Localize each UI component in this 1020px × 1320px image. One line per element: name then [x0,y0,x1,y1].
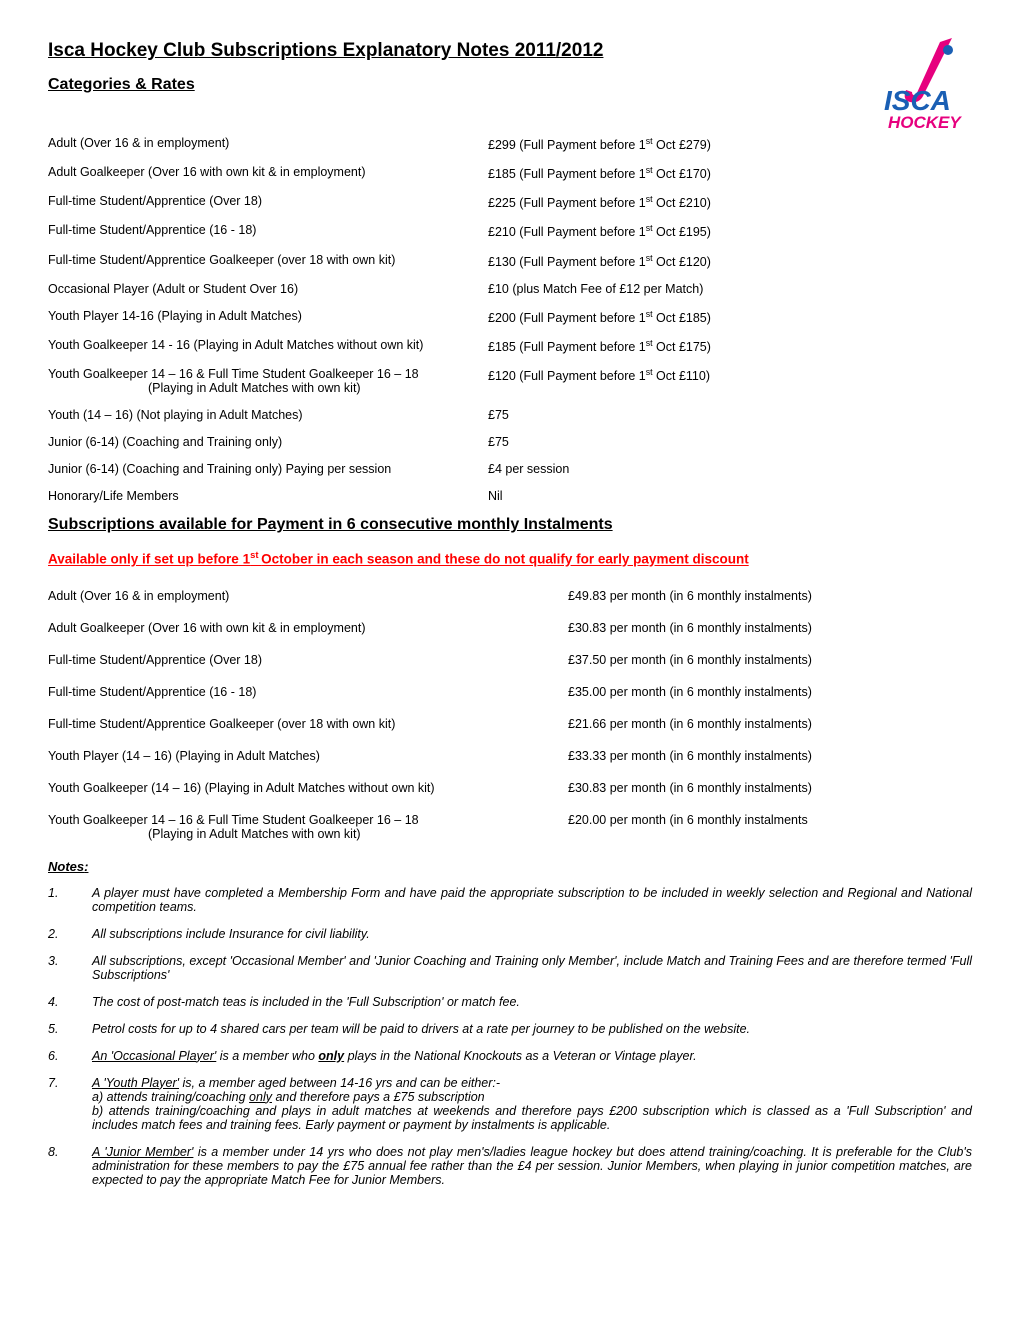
rates-list: Adult (Over 16 & in employment)£299 (Ful… [48,136,972,503]
instalment-row: Adult Goalkeeper (Over 16 with own kit &… [48,621,972,635]
instalment-price: £20.00 per month (in 6 monthly instalmen… [568,813,972,841]
rate-row: Honorary/Life MembersNil [48,489,972,503]
note-item: 7.A 'Youth Player' is, a member aged bet… [48,1076,972,1132]
instalment-row: Adult (Over 16 & in employment)£49.83 pe… [48,589,972,603]
instalment-category: Full-time Student/Apprentice Goalkeeper … [48,717,568,731]
note-number: 7. [48,1076,92,1132]
rate-row: Youth Goalkeeper 14 - 16 (Playing in Adu… [48,338,972,354]
rate-price: Nil [488,489,972,503]
rate-row: Junior (6-14) (Coaching and Training onl… [48,462,972,476]
note-item: 5.Petrol costs for up to 4 shared cars p… [48,1022,972,1036]
note-item: 4.The cost of post-match teas is include… [48,995,972,1009]
rate-price: £75 [488,408,972,422]
instalment-category: Adult (Over 16 & in employment) [48,589,568,603]
rate-row: Occasional Player (Adult or Student Over… [48,282,972,296]
rate-row: Full-time Student/Apprentice Goalkeeper … [48,253,972,269]
rate-category: Full-time Student/Apprentice (16 - 18) [48,223,488,239]
instalment-price: £30.83 per month (in 6 monthly instalmen… [568,781,972,795]
note-number: 5. [48,1022,92,1036]
svg-text:ISCA: ISCA [884,85,951,116]
isca-hockey-logo: ISCA HOCKEY [862,36,972,136]
note-item: 2.All subscriptions include Insurance fo… [48,927,972,941]
categories-heading: Categories & Rates [48,76,603,94]
instalment-row: Full-time Student/Apprentice Goalkeeper … [48,717,972,731]
note-number: 4. [48,995,92,1009]
notes-heading: Notes: [48,859,972,874]
rate-price: £200 (Full Payment before 1st Oct £185) [488,309,972,325]
rate-row: Youth Player 14-16 (Playing in Adult Mat… [48,309,972,325]
instalment-price: £21.66 per month (in 6 monthly instalmen… [568,717,972,731]
instalment-row: Youth Player (14 – 16) (Playing in Adult… [48,749,972,763]
rate-category: Occasional Player (Adult or Student Over… [48,282,488,296]
instalment-row: Full-time Student/Apprentice (16 - 18)£3… [48,685,972,699]
rate-row: Youth (14 – 16) (Not playing in Adult Ma… [48,408,972,422]
note-item: 1.A player must have completed a Members… [48,886,972,914]
rate-row: Adult (Over 16 & in employment)£299 (Ful… [48,136,972,152]
rate-category: Youth (14 – 16) (Not playing in Adult Ma… [48,408,488,422]
instalment-category: Youth Goalkeeper 14 – 16 & Full Time Stu… [48,813,568,841]
instalment-price: £35.00 per month (in 6 monthly instalmen… [568,685,972,699]
instalment-category: Full-time Student/Apprentice (Over 18) [48,653,568,667]
rate-category: Youth Goalkeeper 14 - 16 (Playing in Adu… [48,338,488,354]
rate-price: £130 (Full Payment before 1st Oct £120) [488,253,972,269]
rate-category: Full-time Student/Apprentice (Over 18) [48,194,488,210]
notes-list: 1.A player must have completed a Members… [48,886,972,1187]
red-notice: Available only if set up before 1st Octo… [48,550,972,567]
instalment-price: £37.50 per month (in 6 monthly instalmen… [568,653,972,667]
note-number: 3. [48,954,92,982]
header: Isca Hockey Club Subscriptions Explanato… [48,40,972,136]
rate-row: Adult Goalkeeper (Over 16 with own kit &… [48,165,972,181]
svg-text:HOCKEY: HOCKEY [888,113,962,132]
note-text: The cost of post-match teas is included … [92,995,972,1009]
rate-row: Full-time Student/Apprentice (Over 18)£2… [48,194,972,210]
rate-price: £120 (Full Payment before 1st Oct £110) [488,367,972,395]
instalment-category: Adult Goalkeeper (Over 16 with own kit &… [48,621,568,635]
instalment-category: Youth Player (14 – 16) (Playing in Adult… [48,749,568,763]
rate-category: Junior (6-14) (Coaching and Training onl… [48,462,488,476]
rate-category: Adult (Over 16 & in employment) [48,136,488,152]
note-number: 2. [48,927,92,941]
rate-category: Youth Player 14-16 (Playing in Adult Mat… [48,309,488,325]
rate-price: £75 [488,435,972,449]
rate-price: £185 (Full Payment before 1st Oct £170) [488,165,972,181]
instalment-row: Youth Goalkeeper 14 – 16 & Full Time Stu… [48,813,972,841]
note-item: 8.A 'Junior Member' is a member under 14… [48,1145,972,1187]
note-text: All subscriptions, except 'Occasional Me… [92,954,972,982]
rate-price: £225 (Full Payment before 1st Oct £210) [488,194,972,210]
instalment-price: £30.83 per month (in 6 monthly instalmen… [568,621,972,635]
note-text: A player must have completed a Membershi… [92,886,972,914]
note-text: A 'Youth Player' is, a member aged betwe… [92,1076,972,1132]
rate-price: £10 (plus Match Fee of £12 per Match) [488,282,972,296]
note-number: 8. [48,1145,92,1187]
instalments-heading: Subscriptions available for Payment in 6… [48,516,972,534]
rate-category: Full-time Student/Apprentice Goalkeeper … [48,253,488,269]
note-number: 6. [48,1049,92,1063]
instalment-row: Full-time Student/Apprentice (Over 18)£3… [48,653,972,667]
rate-price: £210 (Full Payment before 1st Oct £195) [488,223,972,239]
instalment-price: £33.33 per month (in 6 monthly instalmen… [568,749,972,763]
rate-category: Youth Goalkeeper 14 – 16 & Full Time Stu… [48,367,488,395]
instalment-row: Youth Goalkeeper (14 – 16) (Playing in A… [48,781,972,795]
rate-category: Honorary/Life Members [48,489,488,503]
rate-price: £299 (Full Payment before 1st Oct £279) [488,136,972,152]
page-title: Isca Hockey Club Subscriptions Explanato… [48,40,603,62]
instalment-category: Full-time Student/Apprentice (16 - 18) [48,685,568,699]
rate-price: £4 per session [488,462,972,476]
rate-row: Full-time Student/Apprentice (16 - 18)£2… [48,223,972,239]
rate-price: £185 (Full Payment before 1st Oct £175) [488,338,972,354]
rate-row: Youth Goalkeeper 14 – 16 & Full Time Stu… [48,367,972,395]
instalment-price: £49.83 per month (in 6 monthly instalmen… [568,589,972,603]
instalment-category: Youth Goalkeeper (14 – 16) (Playing in A… [48,781,568,795]
note-item: 3.All subscriptions, except 'Occasional … [48,954,972,982]
instalments-list: Adult (Over 16 & in employment)£49.83 pe… [48,589,972,841]
note-item: 6.An 'Occasional Player' is a member who… [48,1049,972,1063]
note-text: An 'Occasional Player' is a member who o… [92,1049,972,1063]
note-text: All subscriptions include Insurance for … [92,927,972,941]
note-text: A 'Junior Member' is a member under 14 y… [92,1145,972,1187]
rate-category: Junior (6-14) (Coaching and Training onl… [48,435,488,449]
note-text: Petrol costs for up to 4 shared cars per… [92,1022,972,1036]
rate-category: Adult Goalkeeper (Over 16 with own kit &… [48,165,488,181]
note-number: 1. [48,886,92,914]
rate-row: Junior (6-14) (Coaching and Training onl… [48,435,972,449]
